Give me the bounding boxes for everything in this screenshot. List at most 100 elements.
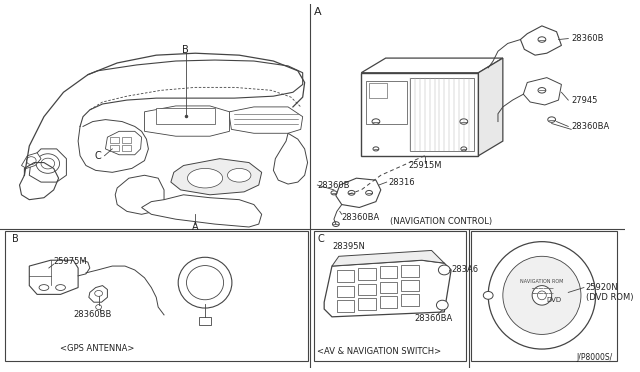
Ellipse shape bbox=[348, 190, 355, 195]
Text: 25915M: 25915M bbox=[408, 161, 442, 170]
Polygon shape bbox=[29, 260, 78, 294]
Text: A: A bbox=[192, 222, 198, 232]
Bar bbox=[410, 78, 474, 151]
Text: 27945: 27945 bbox=[571, 96, 598, 105]
Text: B: B bbox=[12, 234, 19, 244]
Ellipse shape bbox=[26, 157, 36, 164]
Text: <AV & NAVIGATION SWITCH>: <AV & NAVIGATION SWITCH> bbox=[317, 346, 441, 356]
Ellipse shape bbox=[548, 117, 556, 122]
Text: DVD: DVD bbox=[547, 297, 562, 303]
Bar bbox=[110, 145, 119, 151]
Text: (NAVIGATION CONTROL): (NAVIGATION CONTROL) bbox=[390, 217, 492, 226]
Bar bbox=[366, 81, 407, 125]
Ellipse shape bbox=[373, 147, 379, 151]
Polygon shape bbox=[324, 260, 451, 317]
Polygon shape bbox=[145, 106, 230, 136]
Text: 28360BA: 28360BA bbox=[342, 213, 380, 222]
Bar bbox=[199, 317, 211, 325]
Text: NAVIGATION ROM: NAVIGATION ROM bbox=[520, 279, 564, 284]
Polygon shape bbox=[115, 175, 164, 214]
Polygon shape bbox=[479, 58, 503, 156]
Ellipse shape bbox=[461, 147, 467, 151]
Ellipse shape bbox=[372, 119, 380, 124]
Ellipse shape bbox=[532, 286, 552, 305]
Text: B: B bbox=[182, 45, 189, 55]
Polygon shape bbox=[361, 58, 503, 73]
Text: <GPS ANTENNA>: <GPS ANTENNA> bbox=[60, 344, 135, 353]
Text: 28360BA: 28360BA bbox=[414, 314, 452, 323]
Ellipse shape bbox=[95, 291, 102, 296]
Ellipse shape bbox=[538, 291, 547, 300]
Bar bbox=[380, 282, 397, 294]
Polygon shape bbox=[106, 131, 141, 155]
Text: 28360BB: 28360BB bbox=[74, 310, 112, 320]
Text: 283A6: 283A6 bbox=[451, 266, 478, 275]
Bar bbox=[358, 298, 376, 310]
Ellipse shape bbox=[188, 169, 223, 188]
Text: C: C bbox=[95, 151, 102, 161]
Text: ━━━━━━━━━: ━━━━━━━━━ bbox=[531, 292, 553, 296]
Polygon shape bbox=[361, 73, 479, 156]
Ellipse shape bbox=[488, 242, 596, 349]
Ellipse shape bbox=[538, 87, 546, 93]
Polygon shape bbox=[524, 78, 561, 105]
Text: J/P8000S/: J/P8000S/ bbox=[576, 353, 612, 362]
Bar bbox=[337, 300, 355, 312]
Text: 28395N: 28395N bbox=[332, 242, 365, 251]
Polygon shape bbox=[520, 26, 561, 55]
Text: ━━━━━━━━━: ━━━━━━━━━ bbox=[531, 286, 553, 291]
Polygon shape bbox=[230, 107, 303, 133]
Ellipse shape bbox=[460, 119, 468, 124]
Ellipse shape bbox=[332, 222, 339, 227]
Ellipse shape bbox=[538, 37, 546, 42]
Bar bbox=[401, 280, 419, 291]
Ellipse shape bbox=[186, 266, 223, 300]
Text: C: C bbox=[317, 234, 324, 244]
Bar bbox=[358, 268, 376, 280]
Bar bbox=[314, 231, 466, 361]
Text: 28316: 28316 bbox=[388, 177, 415, 187]
Bar bbox=[110, 137, 119, 143]
Polygon shape bbox=[29, 149, 67, 182]
Polygon shape bbox=[171, 159, 262, 195]
Bar bbox=[5, 231, 308, 361]
Bar bbox=[337, 286, 355, 297]
Ellipse shape bbox=[438, 265, 450, 275]
Text: A: A bbox=[314, 7, 322, 17]
Text: 25920N: 25920N bbox=[586, 283, 618, 292]
Polygon shape bbox=[332, 250, 444, 266]
Ellipse shape bbox=[36, 154, 60, 173]
Bar bbox=[380, 266, 397, 278]
Ellipse shape bbox=[96, 305, 102, 310]
Text: (DVD ROM): (DVD ROM) bbox=[586, 293, 634, 302]
Bar bbox=[122, 137, 131, 143]
Bar bbox=[358, 283, 376, 295]
Bar bbox=[369, 83, 387, 98]
Ellipse shape bbox=[41, 158, 54, 169]
Bar bbox=[401, 265, 419, 277]
Polygon shape bbox=[336, 178, 381, 208]
Polygon shape bbox=[141, 195, 262, 227]
Ellipse shape bbox=[178, 257, 232, 308]
Ellipse shape bbox=[227, 169, 251, 182]
Text: 28360B: 28360B bbox=[317, 180, 350, 189]
Polygon shape bbox=[273, 133, 308, 184]
Bar bbox=[470, 231, 617, 361]
Ellipse shape bbox=[436, 300, 448, 310]
Bar bbox=[156, 108, 215, 124]
Bar bbox=[401, 294, 419, 306]
Ellipse shape bbox=[56, 285, 65, 291]
Ellipse shape bbox=[503, 256, 581, 334]
Polygon shape bbox=[89, 286, 108, 302]
Bar bbox=[122, 145, 131, 151]
Ellipse shape bbox=[365, 190, 372, 195]
Ellipse shape bbox=[483, 291, 493, 299]
Ellipse shape bbox=[39, 285, 49, 291]
Bar bbox=[380, 296, 397, 308]
Ellipse shape bbox=[331, 191, 337, 195]
Bar bbox=[337, 270, 355, 282]
Text: 28360BA: 28360BA bbox=[571, 122, 609, 131]
Text: 25975M: 25975M bbox=[54, 257, 87, 266]
Text: 28360B: 28360B bbox=[571, 34, 604, 43]
Polygon shape bbox=[22, 153, 41, 169]
